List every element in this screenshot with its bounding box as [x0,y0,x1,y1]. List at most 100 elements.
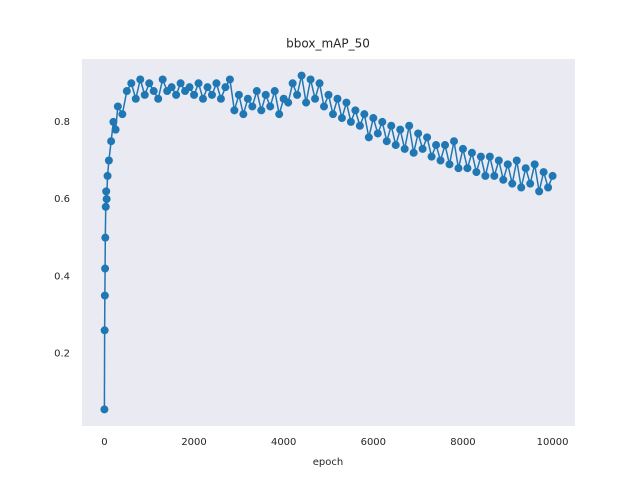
point [445,160,454,169]
point [302,98,311,107]
point [351,106,360,115]
point [107,137,116,146]
point [234,90,243,99]
point [261,90,270,99]
point [436,156,445,165]
point [100,291,109,300]
point [427,152,436,161]
y-tick-label: 0.8 [54,117,70,128]
point [503,160,512,169]
point [176,79,185,88]
point [400,144,409,153]
point [333,94,342,103]
point [517,183,526,192]
point [207,90,216,99]
plot-area [82,59,575,426]
point [337,114,346,123]
point [494,156,503,165]
point [102,195,111,204]
point [373,129,382,138]
point [101,264,110,273]
point [203,83,212,92]
y-tick-label: 0.6 [54,194,70,205]
point [149,87,158,96]
point [320,102,329,111]
point [185,83,194,92]
x-tick-label: 10000 [537,437,569,448]
point [199,94,208,103]
point [239,110,248,119]
point [521,164,530,173]
point [216,94,225,103]
x-tick-label: 2000 [181,437,206,448]
point [467,148,476,157]
y-tick-label: 0.4 [54,271,70,282]
y-tick-label: 0.2 [54,348,70,359]
point [297,71,306,80]
point [104,156,113,165]
point [145,79,154,88]
point [136,75,145,84]
point [391,141,400,150]
point [118,110,127,119]
point [418,144,427,153]
point [293,90,302,99]
point [252,87,261,96]
point [288,79,297,88]
point [458,144,467,153]
point [194,79,203,88]
point [248,102,257,111]
point [131,94,140,103]
point [364,133,373,142]
x-axis-label: epoch [313,457,343,468]
x-tick-label: 6000 [361,437,386,448]
point [102,187,111,196]
point [355,121,364,130]
point [499,175,508,184]
point [111,125,120,134]
point [463,164,472,173]
point [539,168,548,177]
point [481,171,490,180]
x-tick-label: 4000 [271,437,296,448]
point [101,233,110,242]
point [109,117,118,126]
point [230,106,239,115]
point [530,160,539,169]
point [103,171,112,180]
point [306,75,315,84]
point [472,168,481,177]
point [454,164,463,173]
point [270,87,279,96]
point [257,106,266,115]
point [154,94,163,103]
point [369,114,378,123]
point [328,110,337,119]
point [405,121,414,130]
point [243,94,252,103]
point [432,141,441,150]
point [409,148,418,157]
point [221,83,230,92]
point [167,83,176,92]
point [324,90,333,99]
point [382,137,391,146]
point [535,187,544,196]
point [526,179,535,188]
point [266,102,275,111]
point [140,90,149,99]
point [396,125,405,134]
point [449,137,458,146]
point [113,102,122,111]
point [101,202,110,211]
point [548,171,557,180]
point [284,98,293,107]
point [476,152,485,161]
point [342,98,351,107]
point [225,75,234,84]
point [158,75,167,84]
point [346,117,355,126]
point [490,171,499,180]
point [275,110,284,119]
